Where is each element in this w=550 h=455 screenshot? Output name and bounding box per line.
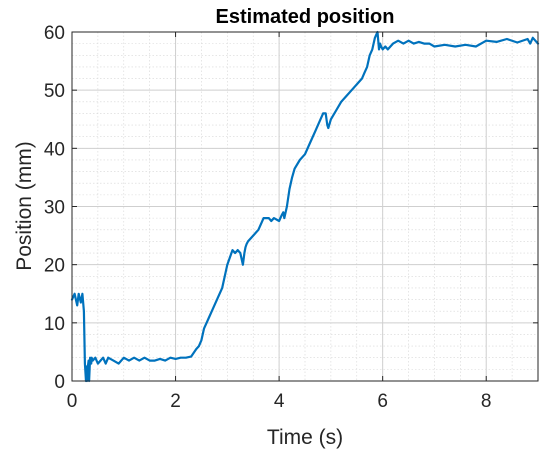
x-tick-label: 0 xyxy=(67,391,78,412)
y-tick-label: 0 xyxy=(54,372,65,393)
series-line-1 xyxy=(70,30,540,383)
series-layer xyxy=(70,30,540,383)
x-tick-label: 4 xyxy=(274,391,285,412)
y-tick-label: 30 xyxy=(44,198,65,219)
x-tick-label: 2 xyxy=(170,391,181,412)
x-tick-label: 6 xyxy=(377,391,388,412)
x-axis-label: Time (s) xyxy=(267,426,343,449)
y-tick-label: 50 xyxy=(44,81,65,102)
x-tick-label: 8 xyxy=(481,391,492,412)
y-tick-label: 10 xyxy=(44,314,65,335)
y-axis-label: Position (mm) xyxy=(13,141,36,271)
y-tick-label: 40 xyxy=(44,139,65,160)
chart-title: Estimated position xyxy=(216,6,395,28)
y-tick-label: 20 xyxy=(44,256,65,277)
tick-layer: 0 2 4 6 8 0 10 20 30 40 50 60 xyxy=(44,23,538,412)
y-tick-label: 60 xyxy=(44,23,65,44)
